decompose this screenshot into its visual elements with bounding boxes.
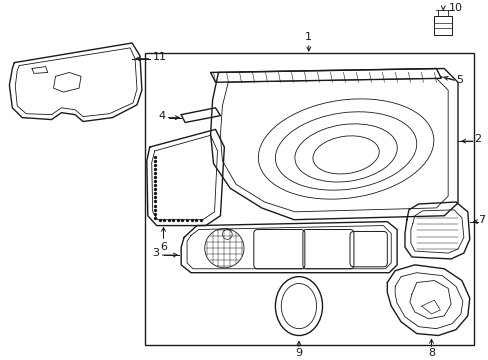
Bar [433,15,451,35]
Text: 10: 10 [448,3,462,13]
Text: 3: 3 [152,248,159,258]
Text: 7: 7 [477,215,484,225]
Text: 1: 1 [305,32,312,42]
Text: 6: 6 [160,242,167,252]
Text: 2: 2 [473,134,480,144]
Text: 5: 5 [455,75,463,85]
Text: 9: 9 [295,348,302,358]
Text: 11: 11 [152,52,166,62]
Text: 8: 8 [427,348,434,358]
Bar [144,53,473,345]
Text: 4: 4 [158,111,165,121]
